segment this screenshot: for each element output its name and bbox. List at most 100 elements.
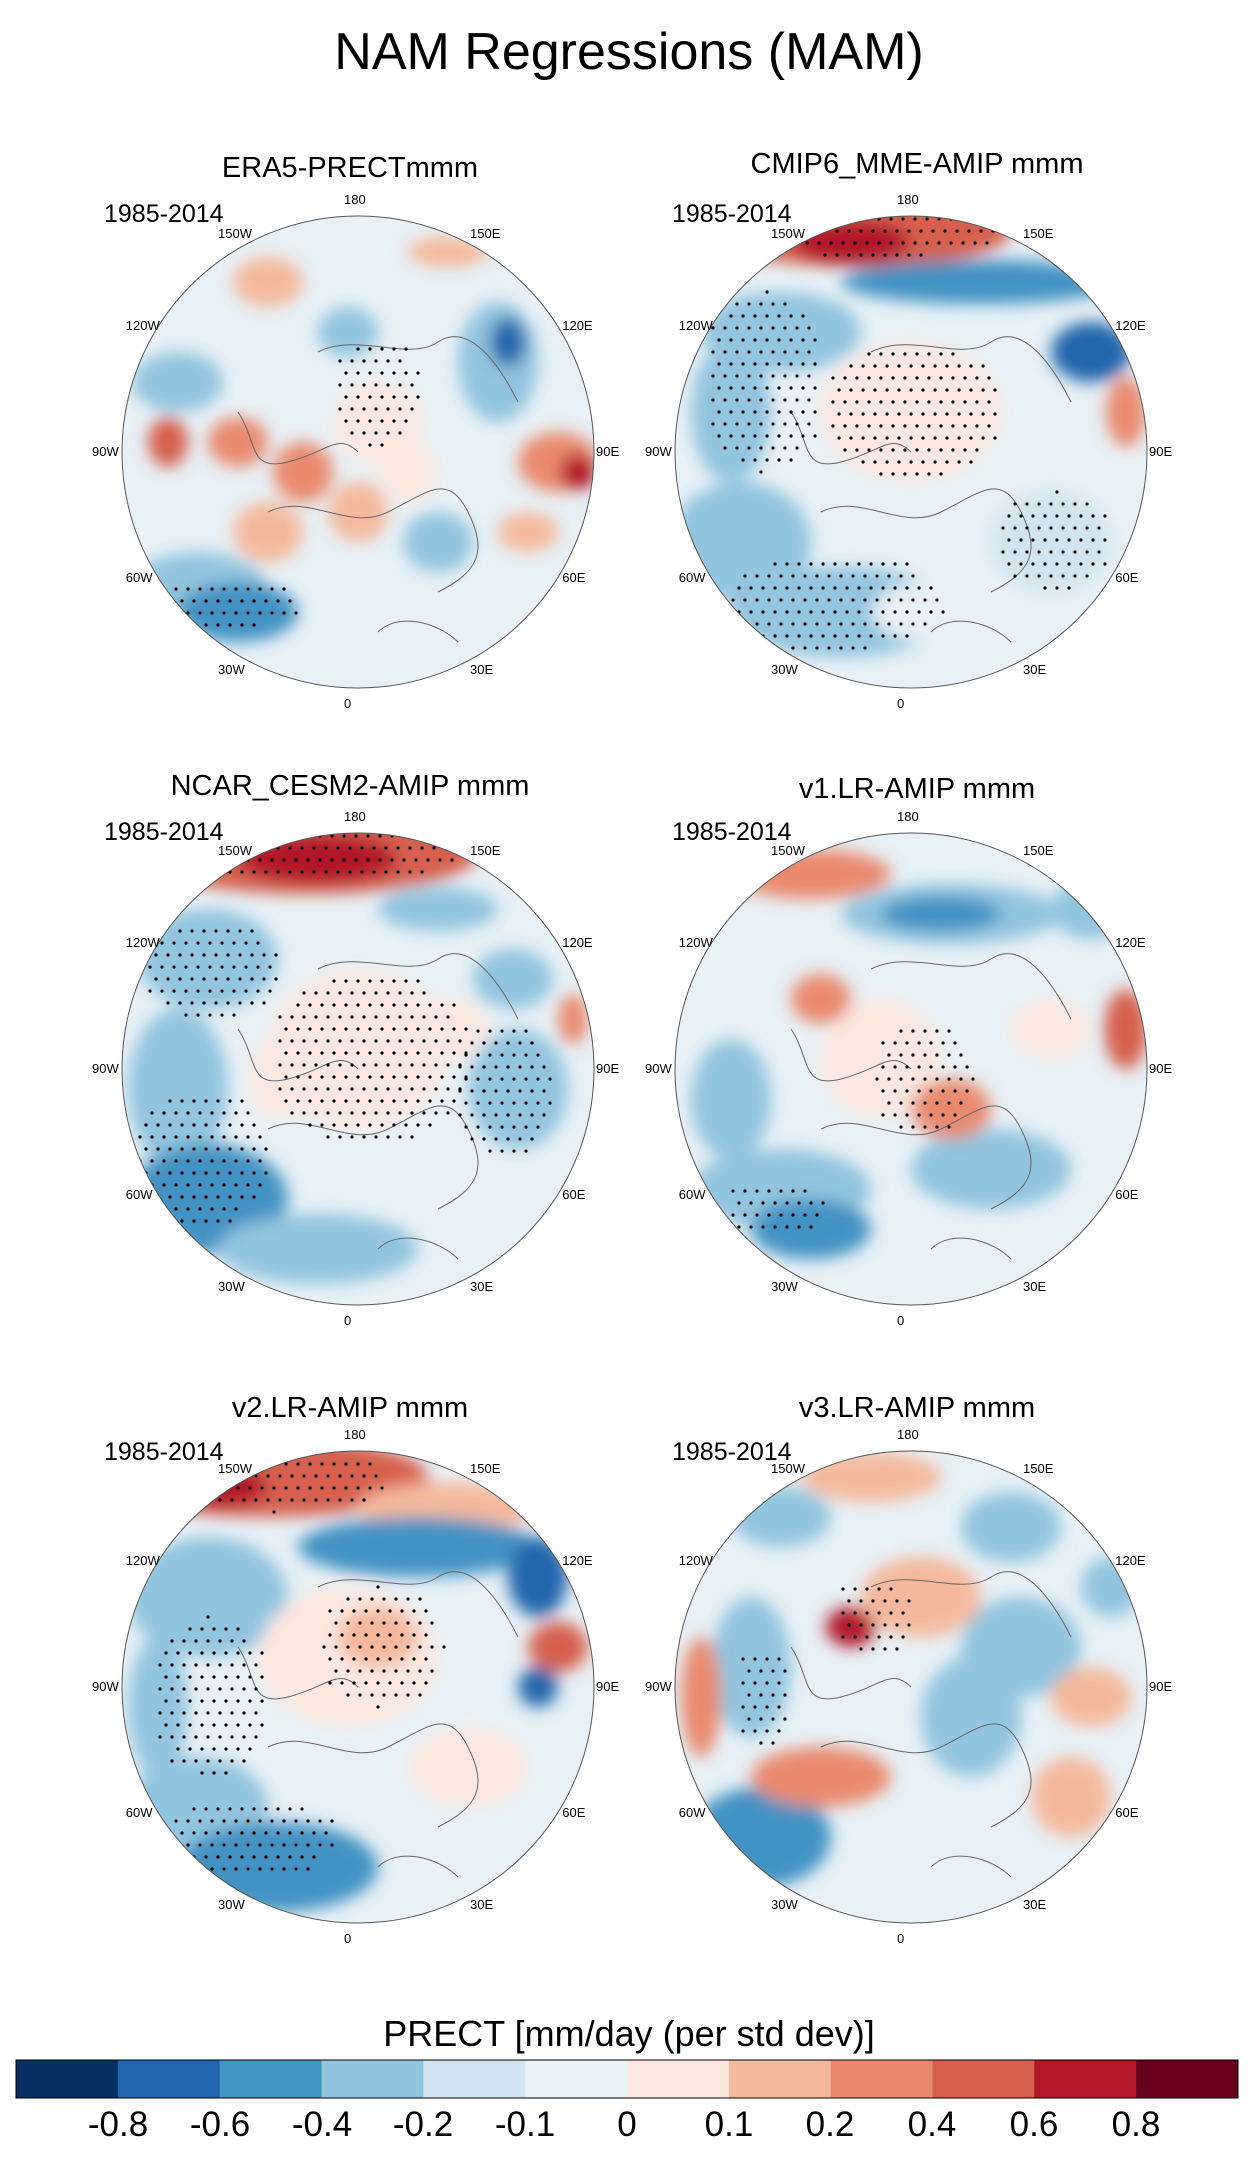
significance-dot — [500, 1077, 504, 1081]
significance-dot — [893, 634, 897, 638]
precip-anomaly-patch — [498, 512, 558, 552]
significance-dot — [356, 371, 360, 375]
significance-dot — [899, 1077, 903, 1081]
longitude-label: 90E — [596, 1679, 620, 1694]
significance-dot — [779, 598, 783, 602]
longitude-label: 180 — [897, 1427, 919, 1442]
significance-dot — [979, 229, 983, 233]
significance-dot — [358, 1645, 362, 1649]
significance-dot — [362, 407, 366, 411]
significance-dot — [368, 347, 372, 351]
significance-dot — [264, 870, 268, 874]
significance-dot — [875, 622, 879, 626]
significance-dot — [380, 443, 384, 447]
significance-dot — [969, 460, 973, 464]
significance-dot — [915, 448, 919, 452]
significance-dot — [270, 858, 274, 862]
significance-dot — [1043, 538, 1047, 542]
significance-dot — [917, 586, 921, 590]
coastline — [790, 1028, 912, 1082]
significance-dot — [182, 1498, 186, 1502]
significance-dot — [224, 1627, 228, 1631]
significance-dot — [859, 1599, 863, 1603]
significance-dot — [180, 846, 184, 850]
precip-anomaly-patch — [691, 1039, 771, 1159]
significance-dot — [767, 598, 771, 602]
precip-anomaly-patch — [248, 1039, 308, 1119]
significance-dot — [881, 1041, 885, 1045]
significance-dot — [296, 1462, 300, 1466]
significance-dot — [935, 1029, 939, 1033]
significance-dot — [783, 1669, 787, 1673]
significance-dot — [841, 1635, 845, 1639]
significance-dot — [308, 1099, 312, 1103]
significance-dot — [795, 398, 799, 402]
significance-dot — [198, 587, 202, 591]
significance-dot — [759, 350, 763, 354]
significance-dot — [418, 1669, 422, 1673]
significance-dot — [500, 1101, 504, 1105]
significance-dot — [206, 1759, 210, 1763]
significance-dot — [210, 1207, 214, 1211]
significance-dot — [947, 1077, 951, 1081]
significance-dot — [939, 352, 943, 356]
period-label-v1: 1985-2014 — [672, 818, 792, 846]
significance-dot — [248, 1723, 252, 1727]
significance-dot — [258, 1819, 262, 1823]
significance-dot — [386, 991, 390, 995]
significance-dot — [875, 574, 879, 578]
significance-dot — [536, 1101, 540, 1105]
significance-dot — [789, 458, 793, 462]
significance-dot — [350, 1135, 354, 1139]
significance-dot — [194, 1639, 198, 1643]
significance-dot — [214, 929, 218, 933]
significance-dot — [204, 1219, 208, 1223]
significance-dot — [246, 1159, 250, 1163]
significance-dot — [276, 1831, 280, 1835]
significance-dot — [771, 1741, 775, 1745]
significance-dot — [821, 634, 825, 638]
significance-dot — [422, 1087, 426, 1091]
significance-dot — [246, 1843, 250, 1847]
panel-title-cesm2: NCAR_CESM2-AMIP mmm — [170, 770, 530, 802]
significance-dot — [214, 1001, 218, 1005]
significance-dot — [188, 1462, 192, 1466]
significance-dot — [320, 1027, 324, 1031]
significance-dot — [915, 472, 919, 476]
significance-dot — [711, 326, 715, 330]
significance-dot — [404, 1003, 408, 1007]
significance-dot — [446, 1015, 450, 1019]
significance-dot — [711, 398, 715, 402]
significance-dot — [324, 1831, 328, 1835]
significance-dot — [392, 347, 396, 351]
significance-dot — [282, 834, 286, 838]
significance-dot — [332, 1462, 336, 1466]
significance-dot — [927, 376, 931, 380]
significance-dot — [308, 1075, 312, 1079]
significance-dot — [783, 350, 787, 354]
significance-dot — [284, 1075, 288, 1079]
significance-dot — [200, 1771, 204, 1775]
significance-dot — [937, 241, 941, 245]
significance-dot — [196, 965, 200, 969]
significance-dot — [254, 1735, 258, 1739]
significance-dot — [346, 1669, 350, 1673]
significance-dot — [482, 1041, 486, 1045]
significance-dot — [440, 1003, 444, 1007]
significance-dot — [849, 412, 853, 416]
significance-dot — [212, 1675, 216, 1679]
significance-dot — [214, 977, 218, 981]
significance-dot — [452, 1027, 456, 1031]
significance-dot — [865, 1635, 869, 1639]
significance-dot — [791, 1189, 795, 1193]
significance-dot — [458, 1065, 462, 1069]
significance-dot — [404, 1123, 408, 1127]
significance-dot — [783, 398, 787, 402]
significance-dot — [360, 846, 364, 850]
significance-dot — [370, 1645, 374, 1649]
longitude-label: 60W — [678, 1187, 706, 1202]
significance-dot — [971, 1077, 975, 1081]
significance-dot — [222, 858, 226, 862]
significance-dot — [753, 1705, 757, 1709]
significance-dot — [939, 400, 943, 404]
